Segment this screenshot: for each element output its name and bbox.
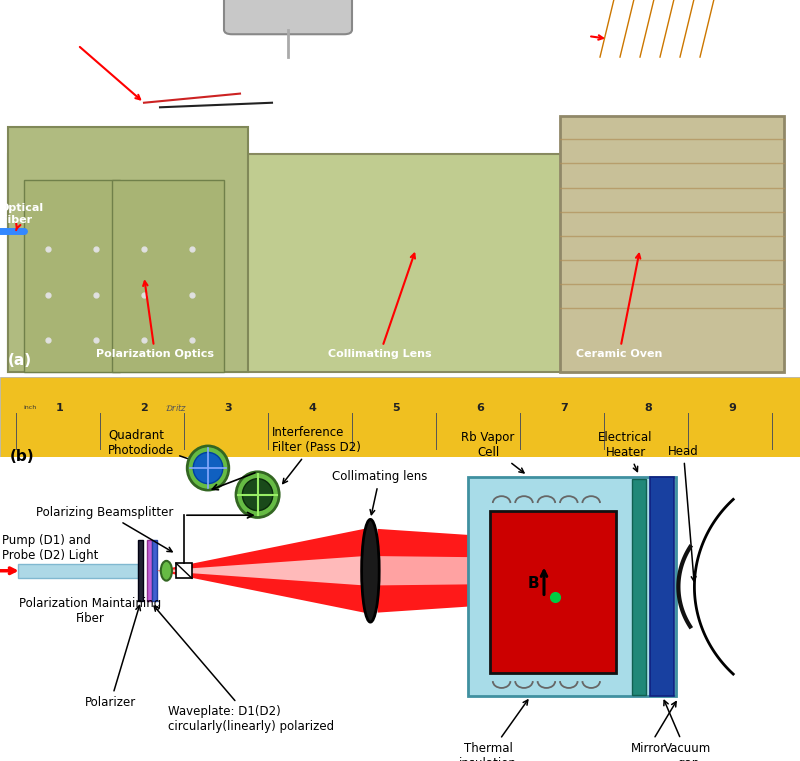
Ellipse shape	[194, 452, 222, 484]
FancyBboxPatch shape	[0, 377, 800, 457]
Text: Polarization
analyzer optics
and detectors: Polarization analyzer optics and detecto…	[8, 9, 140, 100]
Polygon shape	[378, 556, 664, 585]
Text: 1: 1	[56, 403, 64, 412]
Text: Vacuum
gap: Vacuum gap	[664, 700, 712, 761]
Text: 4: 4	[308, 403, 316, 412]
FancyBboxPatch shape	[24, 180, 120, 372]
FancyBboxPatch shape	[147, 540, 152, 601]
Ellipse shape	[187, 446, 229, 490]
FancyBboxPatch shape	[152, 540, 157, 601]
Text: Collimating lens: Collimating lens	[332, 470, 427, 514]
Text: B: B	[528, 576, 540, 591]
Ellipse shape	[161, 561, 172, 581]
Text: Thermal
insulation: Thermal insulation	[459, 700, 528, 761]
Text: 8: 8	[644, 403, 652, 412]
Text: Vapor cell: Vapor cell	[0, 760, 1, 761]
Text: Polarizer: Polarizer	[85, 606, 141, 709]
FancyBboxPatch shape	[490, 511, 616, 673]
Polygon shape	[157, 529, 364, 613]
Text: Collimating Lens: Collimating Lens	[328, 253, 432, 359]
Text: Ceramic Oven: Ceramic Oven	[576, 254, 662, 359]
Text: (b): (b)	[10, 449, 34, 464]
Text: Rb Vapor
Cell: Rb Vapor Cell	[462, 431, 524, 473]
Ellipse shape	[236, 472, 279, 517]
Text: $\mathcal{D}$ritz: $\mathcal{D}$ritz	[165, 402, 187, 412]
FancyBboxPatch shape	[176, 563, 192, 578]
Text: Polarizing Beamsplitter: Polarizing Beamsplitter	[36, 505, 174, 552]
Text: inch: inch	[24, 406, 37, 410]
Text: 2: 2	[140, 403, 148, 412]
FancyBboxPatch shape	[138, 540, 143, 601]
Text: 5: 5	[392, 403, 400, 412]
Text: 6: 6	[476, 403, 484, 412]
Ellipse shape	[242, 479, 273, 511]
Text: Mirror: Mirror	[630, 702, 676, 755]
FancyBboxPatch shape	[112, 180, 224, 372]
Text: Optical
Fiber: Optical Fiber	[0, 203, 44, 230]
FancyBboxPatch shape	[560, 116, 784, 372]
Text: (a): (a)	[8, 352, 32, 368]
Text: 7: 7	[560, 403, 568, 412]
FancyBboxPatch shape	[8, 127, 248, 372]
Text: Head: Head	[668, 444, 698, 581]
FancyBboxPatch shape	[650, 477, 674, 696]
Text: Pump (D1) and
Probe (D2) Light: Pump (D1) and Probe (D2) Light	[2, 534, 98, 562]
FancyBboxPatch shape	[224, 0, 352, 34]
Polygon shape	[378, 529, 664, 613]
Text: Electrical
Heater: Electrical Heater	[598, 431, 653, 472]
FancyBboxPatch shape	[632, 479, 646, 695]
FancyBboxPatch shape	[18, 564, 138, 578]
Text: Vapor cell heater and
temperature sensor leads: Vapor cell heater and temperature sensor…	[424, 14, 603, 40]
FancyBboxPatch shape	[8, 154, 784, 372]
Text: 3: 3	[224, 403, 232, 412]
Text: Waveplate: D1(D2)
circularly(linearly) polarized: Waveplate: D1(D2) circularly(linearly) p…	[154, 606, 334, 734]
Text: Polarization Maintaining
Fiber: Polarization Maintaining Fiber	[19, 597, 162, 626]
Polygon shape	[157, 556, 364, 585]
Text: Polarization Optics: Polarization Optics	[96, 282, 214, 359]
Text: Interference
Filter (Pass D2): Interference Filter (Pass D2)	[272, 426, 361, 483]
FancyBboxPatch shape	[468, 477, 676, 696]
Ellipse shape	[362, 519, 379, 622]
Text: Quadrant
Photodiode: Quadrant Photodiode	[108, 428, 200, 463]
Text: 9: 9	[728, 403, 736, 412]
